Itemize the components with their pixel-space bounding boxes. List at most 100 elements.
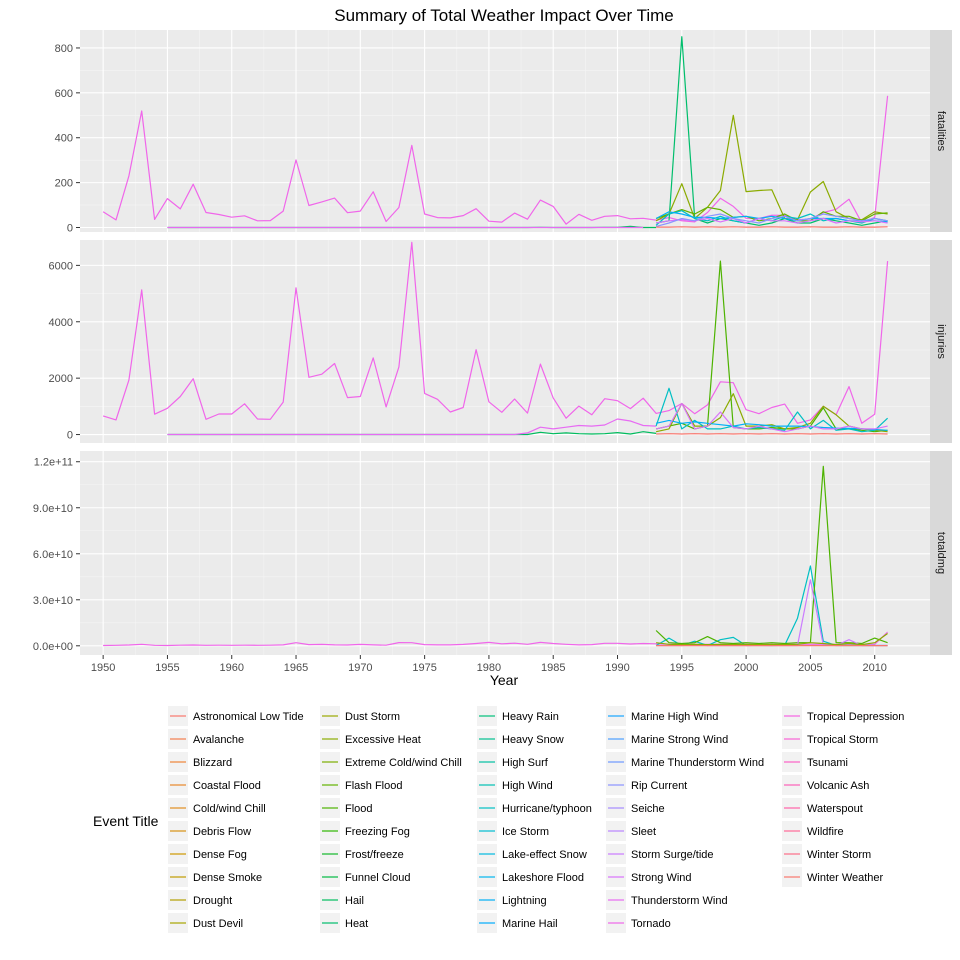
series-line-strong-wind	[655, 402, 888, 433]
legend-item: Frost/freeze	[320, 844, 404, 864]
legend-label: Hail	[345, 895, 364, 907]
legend-label: Dense Fog	[193, 849, 247, 861]
y-tick-label: 0	[67, 430, 73, 442]
legend-label: Winter Weather	[807, 872, 884, 884]
legend-label: Heat	[345, 918, 368, 930]
legend-item: Blizzard	[168, 752, 232, 772]
legend-label: Waterspout	[807, 803, 863, 815]
strip-label: totaldmg	[935, 532, 947, 574]
legend-label: Flash Flood	[345, 780, 402, 792]
legend-item: Lightning	[477, 890, 547, 910]
legend-label: Extreme Cold/wind Chill	[345, 757, 462, 769]
legend-item: Seiche	[606, 798, 665, 818]
legend-item: Debris Flow	[168, 821, 251, 841]
panel-background	[80, 240, 930, 443]
series-group	[103, 465, 889, 647]
x-tick-label: 1960	[219, 662, 243, 674]
x-axis-title: Year	[490, 672, 519, 688]
x-tick-label: 2000	[734, 662, 758, 674]
legend-item: Hail	[320, 890, 364, 910]
legend-item: Funnel Cloud	[320, 867, 410, 887]
legend-label: Sleet	[631, 826, 656, 838]
x-tick-label: 1965	[284, 662, 308, 674]
y-tick-label: 4000	[49, 317, 73, 329]
legend-label: Heavy Snow	[502, 734, 564, 746]
legend-label: Coastal Flood	[193, 780, 261, 792]
legend-label: Astronomical Low Tide	[193, 711, 304, 723]
x-tick-label: 1955	[155, 662, 179, 674]
panel-background	[80, 30, 930, 232]
legend-item: Tsunami	[782, 752, 848, 772]
y-tick-label: 800	[55, 43, 73, 55]
legend-label: Tropical Storm	[807, 734, 878, 746]
legend-item: Tropical Depression	[782, 706, 904, 726]
y-tick-label: 6.0e+10	[33, 549, 73, 561]
y-tick-label: 0	[67, 223, 73, 235]
legend-item: Flash Flood	[320, 775, 402, 795]
legend-item: Storm Surge/tide	[606, 844, 714, 864]
legend-title: Event Title	[93, 813, 159, 829]
series-line-rip-current	[655, 213, 888, 227]
legend-label: Blizzard	[193, 757, 232, 769]
x-tick-label: 1995	[670, 662, 694, 674]
legend-item: Cold/wind Chill	[168, 798, 266, 818]
y-tick-label: 3.0e+10	[33, 595, 73, 607]
legend-label: Seiche	[631, 803, 665, 815]
legend-item: Lake-effect Snow	[477, 844, 587, 864]
strip-background	[930, 30, 952, 232]
legend-item: Tornado	[606, 913, 671, 933]
legend-item: Marine Hail	[477, 913, 558, 933]
legend-item: Drought	[168, 890, 232, 910]
legend-item: Rip Current	[606, 775, 687, 795]
strip-label: fatalities	[935, 111, 947, 152]
x-axis: 1950 1955 1960 1965 1970 1975 1980 1985 1990 1995…	[91, 655, 887, 674]
legend-label: Dust Storm	[345, 711, 400, 723]
legend-item: Heavy Snow	[477, 729, 564, 749]
strip-background	[930, 451, 952, 655]
legend-label: Freezing Fog	[345, 826, 410, 838]
series-line-hail	[167, 431, 657, 436]
series-line-tornado	[102, 241, 889, 424]
legend-label: Debris Flow	[193, 826, 251, 838]
legend-label: Tsunami	[807, 757, 848, 769]
chart-title: Summary of Total Weather Impact Over Tim…	[334, 6, 674, 25]
legend-label: High Wind	[502, 780, 553, 792]
legend-item: Extreme Cold/wind Chill	[320, 752, 462, 772]
legend-label: Drought	[193, 895, 232, 907]
legend-label: Marine Strong Wind	[631, 734, 728, 746]
legend-item: Lakeshore Flood	[477, 867, 584, 887]
legend-label: High Surf	[502, 757, 549, 769]
legend-label: Lightning	[502, 895, 547, 907]
legend-item: High Wind	[477, 775, 553, 795]
legend-label: Dust Devil	[193, 918, 243, 930]
x-tick-label: 1950	[91, 662, 115, 674]
legend-item: Wildfire	[782, 821, 844, 841]
y-tick-label: 600	[55, 88, 73, 100]
legend-label: Tropical Depression	[807, 711, 904, 723]
legend-item: Winter Storm	[782, 844, 871, 864]
legend-item: Dense Fog	[168, 844, 247, 864]
series-line-flood	[655, 465, 888, 645]
legend-item: Thunderstorm Wind	[606, 890, 728, 910]
legend-item: Tropical Storm	[782, 729, 878, 749]
strip-label: injuries	[935, 324, 947, 359]
legend-item: Sleet	[606, 821, 656, 841]
legend-item: Marine Strong Wind	[606, 729, 728, 749]
legend-label: Excessive Heat	[345, 734, 421, 746]
legend-item: Coastal Flood	[168, 775, 261, 795]
x-tick-label: 1990	[605, 662, 629, 674]
legend-item: Hurricane/typhoon	[477, 798, 592, 818]
legend-label: Cold/wind Chill	[193, 803, 266, 815]
legend-label: Rip Current	[631, 780, 687, 792]
legend-item: Dense Smoke	[168, 867, 262, 887]
y-tick-label: 200	[55, 178, 73, 190]
legend-item: Dust Devil	[168, 913, 243, 933]
legend-label: Strong Wind	[631, 872, 692, 884]
legend-label: Flood	[345, 803, 373, 815]
series-line-excessive-heat	[656, 633, 888, 646]
legend-item: Avalanche	[168, 729, 244, 749]
series-line-lightning	[655, 419, 888, 431]
legend-label: Avalanche	[193, 734, 244, 746]
legend-item: Astronomical Low Tide	[168, 706, 304, 726]
